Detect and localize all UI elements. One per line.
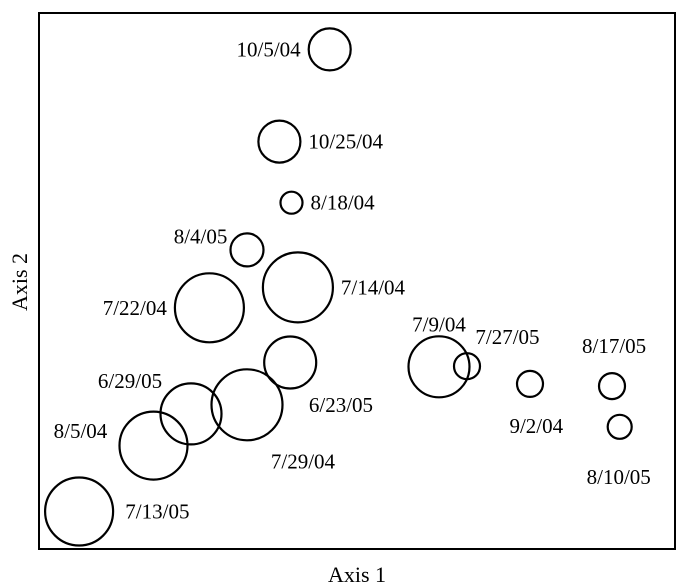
point-label: 7/27/05 <box>475 325 539 349</box>
y-axis-title: Axis 2 <box>7 253 32 311</box>
point-marker <box>210 368 284 442</box>
point-marker <box>173 272 245 344</box>
point-label: 7/14/04 <box>341 275 406 299</box>
x-axis-title: Axis 1 <box>328 562 386 587</box>
point-label: 10/5/04 <box>237 37 302 61</box>
point-marker <box>606 413 633 440</box>
point-label: 9/2/04 <box>509 414 563 438</box>
point-marker <box>279 190 304 215</box>
point-marker <box>263 335 318 390</box>
point-marker <box>407 335 471 399</box>
point-label: 8/4/05 <box>174 224 228 248</box>
point-label: 10/25/04 <box>308 130 383 154</box>
points-layer: 10/5/04 10/25/04 8/18/04 8/4/05 7/14/04 7/22/… <box>43 27 651 547</box>
point-label: 6/29/05 <box>98 369 162 393</box>
point-label: 7/9/04 <box>412 312 466 336</box>
point-marker <box>118 410 189 481</box>
point-label: 8/18/04 <box>311 191 376 215</box>
point-marker <box>261 251 334 324</box>
point-label: 7/29/04 <box>271 449 336 473</box>
point-label: 8/5/04 <box>54 419 108 443</box>
point-marker <box>597 372 627 401</box>
point-marker <box>257 119 302 164</box>
plot-frame <box>38 12 676 550</box>
point-label: 8/17/05 <box>582 334 646 358</box>
point-label: 7/13/05 <box>125 500 189 524</box>
point-marker <box>159 382 223 446</box>
point-marker <box>229 232 265 268</box>
point-label: 8/10/05 <box>587 465 651 489</box>
point-marker <box>452 352 482 381</box>
point-label: 6/23/05 <box>309 393 373 417</box>
point-marker <box>515 369 545 398</box>
point-marker <box>43 476 115 547</box>
point-label: 7/22/04 <box>103 296 168 320</box>
point-marker <box>307 27 352 72</box>
